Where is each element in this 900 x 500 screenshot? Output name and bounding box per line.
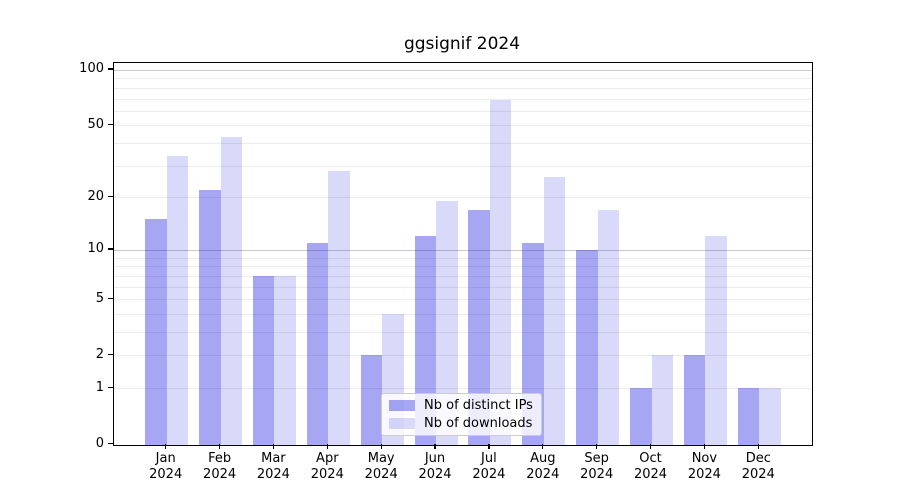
y-tick-label-100: 100 bbox=[79, 61, 104, 77]
x-tick-mark-nov bbox=[703, 444, 706, 449]
y-tick-label-10: 10 bbox=[87, 241, 104, 257]
y-tick-label-1: 1 bbox=[95, 379, 104, 395]
y-tick-label-20: 20 bbox=[87, 188, 104, 204]
bar-downloads-apr bbox=[328, 171, 350, 445]
x-tick-mark-jan bbox=[165, 444, 167, 449]
y-tick-mark-20 bbox=[108, 195, 113, 198]
chart-title: ggsignif 2024 bbox=[403, 34, 521, 54]
gridline-minor-2 bbox=[114, 355, 812, 357]
y-tick-mark-2 bbox=[108, 353, 113, 355]
x-tick-label-jul: Jul 2024 bbox=[472, 451, 506, 482]
gridline-minor-9 bbox=[114, 257, 812, 259]
gridline-minor-20 bbox=[114, 197, 812, 199]
gridline-minor-6 bbox=[114, 286, 812, 288]
x-tick-label-mar: Mar 2024 bbox=[256, 451, 290, 482]
y-tick-mark-1 bbox=[108, 386, 113, 388]
bar-ips-feb bbox=[199, 190, 221, 445]
bar-downloads-dec bbox=[759, 388, 781, 445]
y-tick-mark-0 bbox=[108, 442, 113, 445]
legend-entry-downloads: Nb of downloads bbox=[389, 416, 534, 431]
bar-ips-jan bbox=[145, 219, 167, 445]
x-tick-mark-dec bbox=[757, 444, 759, 449]
gridline-minor-90 bbox=[114, 78, 812, 80]
x-tick-label-apr: Apr 2024 bbox=[310, 451, 344, 482]
x-tick-mark-aug bbox=[542, 444, 544, 449]
x-tick-mark-apr bbox=[326, 444, 328, 449]
x-tick-label-nov: Nov 2024 bbox=[687, 451, 721, 482]
gridline-minor-70 bbox=[114, 98, 812, 100]
gridline-minor-4 bbox=[114, 313, 812, 315]
x-tick-label-jan: Jan 2024 bbox=[149, 451, 183, 482]
x-tick-label-may: May 2024 bbox=[364, 451, 398, 482]
y-tick-label-0: 0 bbox=[95, 436, 104, 451]
gridline-minor-30 bbox=[114, 165, 812, 167]
bar-downloads-sep bbox=[597, 209, 620, 445]
x-tick-label-oct: Oct 2024 bbox=[633, 451, 668, 482]
y-tick-mark-100 bbox=[108, 68, 113, 70]
gridline-major-100 bbox=[114, 69, 812, 71]
bar-ips-oct bbox=[630, 388, 652, 445]
x-tick-mark-may bbox=[380, 444, 382, 449]
bar-ips-jul bbox=[468, 209, 490, 445]
bar-ips-apr bbox=[306, 242, 329, 445]
legend-label-downloads: Nb of downloads bbox=[424, 416, 533, 431]
bar-ips-dec bbox=[737, 388, 760, 445]
gridline-minor-80 bbox=[114, 87, 812, 89]
bar-ips-may bbox=[360, 355, 383, 445]
y-tick-mark-5 bbox=[108, 297, 113, 299]
legend-label-distinct-ips: Nb of distinct IPs bbox=[424, 398, 533, 413]
x-tick-label-aug: Aug 2024 bbox=[526, 451, 560, 482]
gridline-minor-50 bbox=[114, 125, 812, 127]
bar-downloads-feb bbox=[220, 137, 243, 445]
bar-downloads-mar bbox=[274, 275, 296, 445]
gridline-minor-1 bbox=[114, 388, 812, 390]
bar-ips-mar bbox=[252, 275, 275, 445]
legend-swatch-distinct-ips bbox=[389, 400, 415, 411]
legend-entry-distinct-ips: Nb of distinct IPs bbox=[389, 398, 534, 413]
x-tick-label-jun: Jun 2024 bbox=[418, 451, 452, 482]
gridline-minor-3 bbox=[114, 332, 812, 333]
bar-ips-jun bbox=[414, 236, 436, 445]
x-tick-label-sep: Sep 2024 bbox=[580, 451, 614, 482]
bar-downloads-jul bbox=[489, 99, 512, 445]
bar-downloads-nov bbox=[705, 236, 727, 445]
x-tick-mark-mar bbox=[272, 444, 275, 449]
gridline-minor-60 bbox=[114, 110, 812, 112]
bar-downloads-jun bbox=[436, 201, 458, 445]
x-tick-label-dec: Dec 2024 bbox=[741, 451, 775, 482]
x-tick-mark-feb bbox=[219, 444, 221, 449]
bar-downloads-jan bbox=[166, 155, 189, 445]
gridline-minor-40 bbox=[114, 143, 812, 145]
x-tick-mark-jul bbox=[488, 444, 490, 449]
legend: Nb of distinct IPs Nb of downloads bbox=[381, 393, 542, 436]
y-tick-label-2: 2 bbox=[95, 346, 104, 362]
y-tick-label-50: 50 bbox=[87, 116, 104, 132]
bar-ips-sep bbox=[576, 249, 598, 445]
gridline-minor-5 bbox=[114, 299, 812, 301]
bar-ips-nov bbox=[683, 355, 706, 445]
gridline-major-10 bbox=[114, 249, 812, 251]
x-tick-mark-sep bbox=[596, 444, 598, 449]
y-tick-label-5: 5 bbox=[95, 290, 104, 306]
legend-swatch-downloads bbox=[389, 418, 415, 429]
gridline-minor-7 bbox=[114, 275, 812, 277]
x-tick-mark-oct bbox=[649, 444, 652, 449]
gridline-minor-8 bbox=[114, 266, 812, 268]
y-tick-mark-50 bbox=[108, 123, 113, 126]
bar-downloads-aug bbox=[543, 177, 566, 445]
x-tick-mark-jun bbox=[434, 444, 436, 449]
bar-downloads-oct bbox=[651, 355, 673, 445]
plot-area bbox=[113, 62, 813, 446]
x-tick-label-feb: Feb 2024 bbox=[203, 451, 237, 482]
y-tick-mark-10 bbox=[108, 248, 113, 250]
